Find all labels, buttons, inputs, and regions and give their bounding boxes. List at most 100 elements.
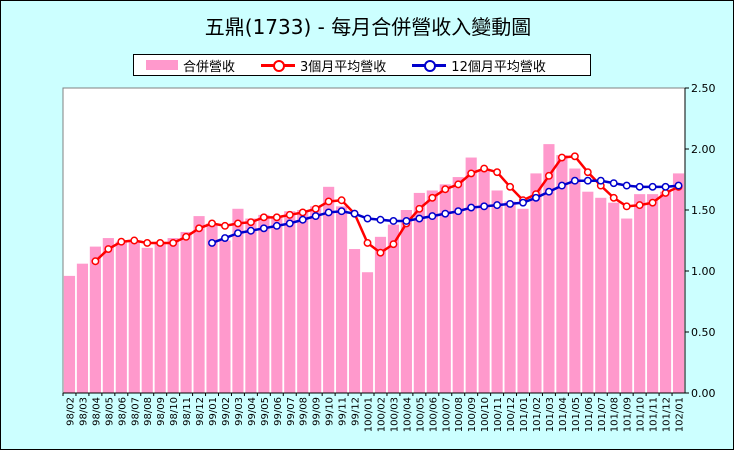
point-3m-avg-99-04: [246, 218, 255, 227]
bar-101-12: [659, 191, 672, 393]
point-12m-avg-99-12: [350, 209, 359, 218]
point-3m-avg-100-11: [493, 168, 502, 177]
bar-98-02: [63, 275, 76, 393]
point-12m-avg-101-07: [596, 176, 605, 185]
bar-101-03: [543, 144, 555, 393]
legend-line-3m-avg: [261, 59, 296, 72]
point-12m-avg-100-10: [480, 202, 489, 211]
point-3m-avg-99-05: [259, 213, 268, 222]
point-3m-avg-99-10: [324, 197, 333, 206]
point-12m-avg-100-04: [402, 217, 411, 225]
bar-100-10: [478, 169, 490, 393]
point-3m-avg-98-12: [195, 224, 204, 233]
chart-title: 五鼎(1733) - 每月合併營收入變動圖: [204, 15, 532, 39]
x-tick-label-101-01: 101/01: [519, 397, 530, 432]
point-3m-avg-98-04: [91, 257, 100, 266]
point-12m-avg-101-03: [544, 187, 553, 196]
bar-101-11: [647, 194, 659, 393]
legend-label-12m-avg: 12個月平均營收: [451, 59, 546, 75]
x-tick-label-98-06: 98/06: [117, 397, 128, 426]
point-12m-avg-100-07: [441, 209, 450, 218]
bar-98-08: [141, 247, 153, 393]
x-tick-label-98-04: 98/04: [91, 397, 102, 426]
legend-swatch-revenue: [146, 60, 178, 70]
bar-100-08: [452, 177, 464, 393]
legend-item-12m-avg: 12個月平均營收: [412, 56, 546, 75]
x-tick-label-101-09: 101/09: [623, 397, 634, 432]
bar-100-04: [400, 210, 412, 393]
bar-99-08: [297, 210, 309, 393]
x-tick-label-99-01: 99/01: [208, 397, 219, 426]
point-3m-avg-100-09: [467, 169, 476, 178]
bar-101-02: [530, 173, 542, 393]
point-3m-avg-101-10: [635, 201, 644, 210]
point-12m-avg-102-01: [674, 181, 683, 190]
bar-99-05: [258, 214, 270, 393]
bar-98-05: [102, 238, 114, 393]
x-tick-label-100-07: 100/07: [441, 397, 452, 432]
x-tick-label-98-07: 98/07: [130, 397, 141, 426]
bar-101-09: [621, 218, 633, 393]
bar-99-02: [219, 240, 231, 393]
bar-98-03: [76, 263, 89, 393]
point-12m-avg-99-01: [208, 238, 216, 247]
point-3m-avg-99-02: [221, 221, 229, 230]
x-tick-label-101-03: 101/03: [545, 397, 556, 432]
point-12m-avg-99-09: [311, 212, 320, 221]
point-3m-avg-100-02: [376, 248, 385, 257]
bar-102-01: [672, 173, 685, 393]
point-12m-avg-99-05: [259, 224, 268, 233]
point-3m-avg-100-12: [506, 182, 515, 191]
bar-100-06: [426, 190, 438, 393]
point-3m-avg-99-01: [208, 219, 216, 228]
point-12m-avg-100-03: [389, 217, 398, 225]
bar-98-09: [154, 241, 166, 393]
bar-101-01: [517, 208, 529, 393]
x-tick-label-100-12: 100/12: [506, 397, 517, 432]
point-3m-avg-100-05: [415, 204, 424, 213]
legend-label-3m-avg: 3個月平均營收: [300, 59, 387, 75]
bar-98-11: [180, 231, 192, 393]
point-3m-avg-101-09: [622, 202, 631, 211]
bar-100-11: [491, 190, 503, 393]
x-tick-label-98-09: 98/09: [156, 397, 167, 426]
y-tick-label-1.50: 1.50: [691, 204, 716, 217]
point-3m-avg-99-11: [337, 196, 346, 205]
y-tick-label-2.50: 2.50: [691, 82, 716, 95]
bar-99-06: [271, 217, 283, 393]
y-tick-label-0.00: 0.00: [691, 387, 716, 400]
bar-98-06: [115, 241, 127, 393]
bar-100-03: [387, 224, 400, 393]
bar-100-05: [413, 192, 425, 393]
point-12m-avg-100-05: [415, 214, 424, 223]
point-3m-avg-98-08: [143, 238, 152, 247]
point-12m-avg-101-09: [622, 181, 631, 190]
x-tick-label-98-08: 98/08: [143, 397, 154, 426]
point-3m-avg-99-07: [285, 210, 294, 219]
bar-100-01: [361, 272, 374, 393]
bar-99-04: [245, 218, 257, 393]
point-3m-avg-99-03: [233, 219, 242, 228]
point-3m-avg-98-10: [169, 238, 178, 247]
bar-99-07: [284, 211, 296, 393]
point-12m-avg-99-04: [246, 226, 255, 235]
x-tick-label-99-10: 99/10: [325, 397, 336, 426]
bar-98-04: [89, 246, 101, 393]
point-3m-avg-101-06: [583, 168, 592, 177]
bar-101-05: [569, 168, 581, 393]
point-12m-avg-99-02: [221, 234, 229, 243]
point-3m-avg-99-08: [298, 208, 307, 217]
x-tick-label-98-11: 98/11: [182, 397, 193, 426]
x-tick-label-100-10: 100/10: [480, 397, 491, 432]
x-tick-label-98-02: 98/02: [65, 397, 76, 426]
x-tick-label-100-09: 100/09: [467, 397, 478, 432]
bar-101-04: [556, 155, 568, 393]
point-3m-avg-101-08: [609, 193, 618, 202]
x-tick-label-100-08: 100/08: [454, 397, 465, 432]
point-12m-avg-101-12: [661, 182, 670, 191]
x-tick-label-102-01: 102/01: [675, 397, 686, 432]
x-tick-label-101-07: 101/07: [597, 397, 608, 432]
x-tick-label-101-04: 101/04: [558, 397, 569, 432]
point-12m-avg-100-09: [467, 203, 476, 212]
